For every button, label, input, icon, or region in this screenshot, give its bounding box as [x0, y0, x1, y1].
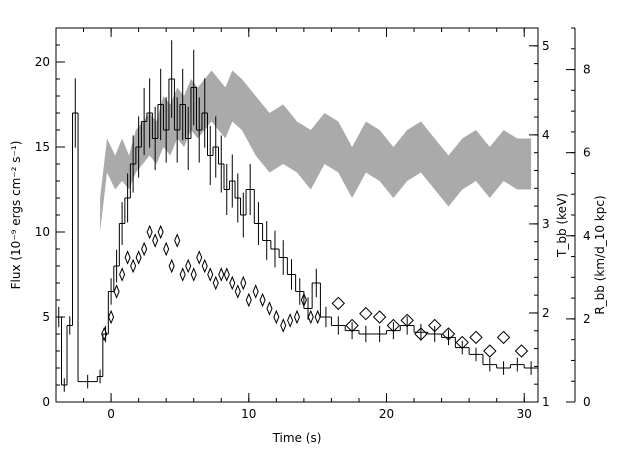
tbb-tick-label: 1: [542, 395, 550, 409]
y-axis-label: Flux (10⁻⁹ ergs cm⁻² s⁻¹): [9, 141, 23, 290]
radius-point: [400, 313, 414, 328]
radius-point: [300, 292, 307, 308]
radius-point: [108, 309, 115, 325]
rbb-tick-label: 6: [583, 146, 591, 160]
radius-point: [386, 318, 401, 333]
radius-point: [514, 344, 529, 358]
radius-point: [179, 267, 186, 282]
temperature-band-layer: [100, 70, 532, 232]
radius-point: [113, 284, 120, 299]
x-tick-label: 30: [517, 407, 532, 421]
y-tick-label: 20: [35, 55, 50, 69]
radius-point: [101, 326, 108, 342]
radius-point: [174, 233, 181, 248]
radius-point: [266, 301, 273, 316]
radius-point: [152, 233, 159, 248]
radius-diamond-layer: [101, 224, 529, 358]
radius-point: [372, 310, 387, 324]
x-tick-label: 10: [241, 407, 256, 421]
y-tick-label: 10: [35, 225, 50, 239]
radius-point: [146, 224, 153, 240]
flux-histogram-layer: [56, 40, 538, 392]
radius-point: [240, 275, 247, 291]
radius-point: [196, 250, 203, 265]
radius-point: [135, 250, 142, 265]
radius-point: [157, 224, 164, 240]
radius-point: [469, 330, 483, 345]
radius-point: [307, 309, 314, 325]
radius-point: [245, 292, 252, 308]
radius-point: [259, 292, 266, 308]
tbb-tick-label: 5: [542, 39, 550, 53]
radius-point: [218, 267, 225, 282]
radius-point: [287, 313, 294, 328]
radius-point: [331, 296, 346, 311]
radius-point: [496, 330, 511, 345]
radius-point: [163, 241, 170, 257]
radius-point: [441, 327, 456, 341]
radius-point: [455, 335, 469, 350]
x-axis-label: Time (s): [272, 431, 322, 445]
radius-point: [483, 344, 497, 358]
radius-point: [141, 241, 148, 257]
radius-point: [428, 318, 442, 333]
tbb-tick-label: 4: [542, 128, 550, 142]
x-tick-label: 0: [107, 407, 115, 421]
radius-point: [168, 258, 175, 274]
radius-point: [223, 267, 230, 282]
radius-point: [414, 327, 428, 341]
y-tick-label: 5: [42, 310, 50, 324]
x-tick-label: 20: [379, 407, 394, 421]
rbb-tick-label: 4: [583, 229, 591, 243]
plot-frame: [55, 27, 539, 403]
radius-point: [229, 275, 236, 291]
temperature-band: [100, 70, 532, 232]
radius-point: [234, 284, 241, 299]
radius-point: [212, 275, 219, 291]
radius-point: [130, 258, 137, 274]
radius-point: [359, 306, 373, 321]
radius-point: [293, 309, 301, 325]
radius-point: [119, 267, 126, 282]
radius-point: [201, 258, 208, 274]
radius-point: [190, 267, 197, 282]
right-axis-label-rbb: R_bb (km/d_10 kpc): [593, 195, 607, 314]
tbb-tick-label: 2: [542, 306, 550, 320]
radius-point: [280, 318, 287, 333]
radius-point: [252, 284, 259, 299]
radius-point: [314, 309, 321, 325]
axes-layer: 0 10 20 30 0 5 10 15 20 1 2 3 4 5 0 2 4 6 8: [35, 27, 591, 421]
y-tick-label: 15: [35, 140, 50, 154]
y-tick-label: 0: [42, 395, 50, 409]
radius-point: [185, 258, 192, 274]
rbb-tick-label: 0: [583, 395, 591, 409]
radius-point: [273, 309, 280, 325]
radius-point: [207, 267, 214, 282]
radius-point: [124, 250, 131, 265]
right-axis-label-tbb: T_bb (keV): [555, 193, 569, 258]
rbb-tick-label: 2: [583, 312, 591, 326]
rbb-tick-label: 8: [583, 63, 591, 77]
tbb-tick-label: 3: [542, 217, 550, 231]
radius-point: [345, 318, 359, 333]
